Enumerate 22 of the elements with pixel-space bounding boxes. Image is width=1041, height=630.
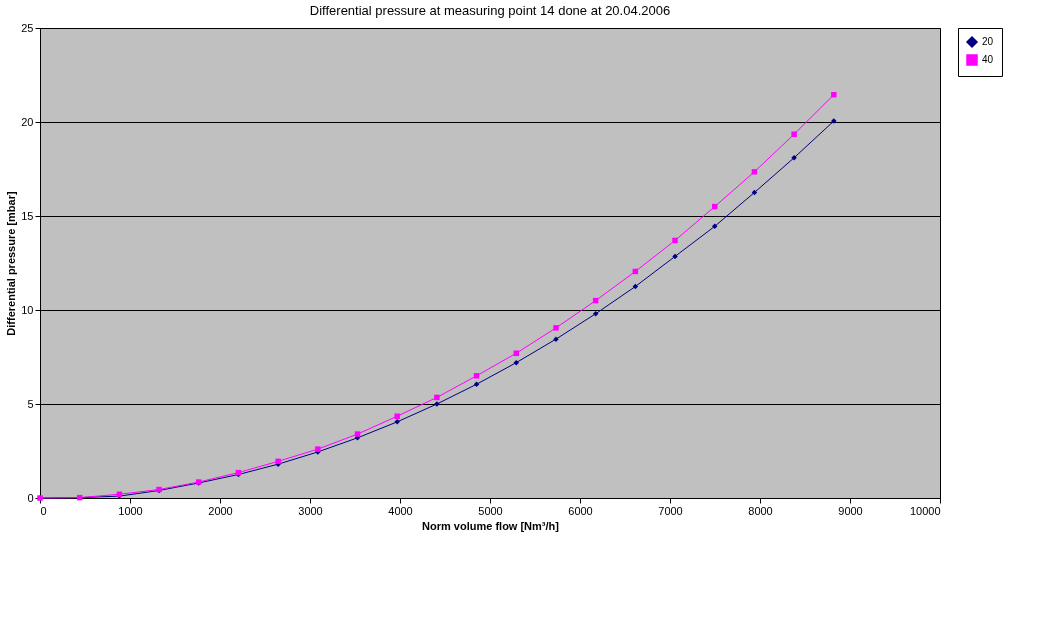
x-tick-label: 1000 [118, 504, 143, 517]
y-tick-label: 25 [21, 21, 34, 34]
y-tick-label: 20 [21, 115, 34, 128]
x-tick-label: 7000 [658, 504, 683, 517]
legend-label: 40 [982, 54, 994, 65]
y-axis-title: Differential pressure [mbar] [5, 191, 18, 336]
x-tick-label: 3000 [298, 504, 323, 517]
y-tick-label: 5 [27, 397, 34, 410]
x-tick-label: 4000 [388, 504, 413, 517]
legend-label: 20 [982, 36, 994, 47]
y-tick-label: 15 [21, 209, 34, 222]
y-tick-label: 10 [21, 303, 34, 316]
x-tick-label: 5000 [478, 504, 503, 517]
y-tick-label: 0 [27, 491, 34, 504]
x-tick-label: 0 [40, 504, 47, 517]
x-tick-label: 8000 [748, 504, 773, 517]
x-tick-label: 6000 [568, 504, 593, 517]
x-tick-label: 9000 [838, 504, 863, 517]
x-axis-title: Norm volume flow [Nm³/h] [422, 519, 560, 532]
x-tick-label: 2000 [208, 504, 233, 517]
x-tick-label: 10000 [909, 504, 941, 517]
chart-title: Differential pressure at measuring point 14 done at 20.04.2006 [309, 3, 671, 18]
